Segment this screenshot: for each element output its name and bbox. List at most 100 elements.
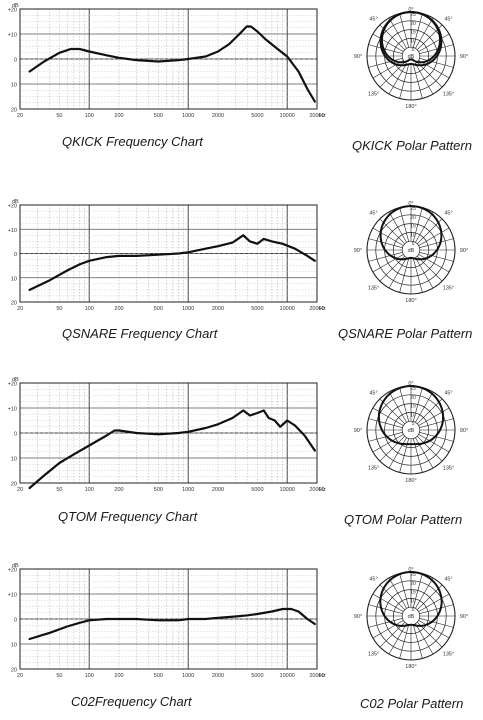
polar-spoke bbox=[418, 620, 450, 639]
y-tick-label: 20 bbox=[11, 301, 17, 307]
polar-radial-label: 20 bbox=[410, 215, 416, 221]
polar-spoke bbox=[419, 604, 454, 615]
polar-spoke bbox=[399, 387, 410, 422]
y-tick-label: +10 bbox=[8, 228, 17, 234]
polar-angle-label: 45° bbox=[369, 577, 377, 583]
polar-spoke bbox=[368, 617, 403, 628]
polar-radial-label: 5 bbox=[412, 421, 415, 427]
polar-angle-label: 135° bbox=[443, 285, 454, 291]
polar-spoke bbox=[418, 254, 450, 273]
polar-radial-label: 5 bbox=[412, 607, 415, 613]
qkick-polar-pattern-title: QKICK Polar Pattern bbox=[352, 138, 472, 153]
polar-spoke bbox=[372, 227, 404, 246]
y-tick-label: +20 bbox=[8, 568, 17, 574]
x-tick-label: 50 bbox=[56, 113, 62, 119]
polar-spoke bbox=[418, 60, 450, 79]
polar-radial-label: 20 bbox=[410, 581, 416, 587]
polar-spoke bbox=[417, 62, 443, 88]
x-tick-label: 10000 bbox=[280, 487, 295, 493]
y-tick-label: 0 bbox=[14, 58, 17, 64]
y-tick-label: +10 bbox=[8, 407, 17, 413]
x-tick-label: 10000 bbox=[280, 113, 295, 119]
polar-angle-label: 135° bbox=[368, 465, 379, 471]
response-curve bbox=[28, 234, 316, 291]
polar-angle-label: 180° bbox=[405, 478, 416, 484]
x-tick-label: 500 bbox=[154, 306, 163, 312]
polar-spoke bbox=[379, 256, 405, 282]
x-tick-label: 20000 bbox=[309, 306, 324, 312]
polar-radial-label: 20 bbox=[410, 21, 416, 27]
polar-angle-label: 135° bbox=[368, 91, 379, 97]
polar-spoke bbox=[368, 251, 403, 262]
polar-angle-label: 90° bbox=[460, 54, 468, 60]
plot-frame bbox=[19, 382, 318, 484]
y-tick-label: 10 bbox=[11, 643, 17, 649]
polar-spoke bbox=[419, 431, 454, 442]
polar-angle-label: 90° bbox=[460, 248, 468, 254]
y-tick-label: 10 bbox=[11, 276, 17, 282]
x-tick-label: 50 bbox=[56, 306, 62, 312]
polar-unit-label: dB bbox=[408, 248, 415, 254]
x-tick-label: 100 bbox=[85, 487, 94, 493]
x-tick-label: 500 bbox=[154, 113, 163, 119]
polar-spoke bbox=[368, 418, 403, 429]
y-tick-label: +20 bbox=[8, 382, 17, 388]
polar-spoke bbox=[415, 17, 434, 49]
polar-spoke bbox=[412, 13, 423, 48]
polar-spoke bbox=[388, 391, 407, 423]
polar-spoke bbox=[417, 398, 443, 424]
polar-spoke bbox=[415, 437, 434, 469]
polar-radial-label: 20 bbox=[410, 395, 416, 401]
polar-spoke bbox=[372, 60, 404, 79]
polar-spoke bbox=[417, 436, 443, 462]
x-tick-label: 200 bbox=[114, 673, 123, 679]
x-tick-label: 2000 bbox=[212, 113, 224, 119]
polar-spoke bbox=[419, 57, 454, 68]
polar-spoke bbox=[415, 257, 434, 289]
y-tick-label: +10 bbox=[8, 33, 17, 39]
polar-radial-label: 5 bbox=[412, 241, 415, 247]
polar-spoke bbox=[418, 227, 450, 246]
x-tick-label: 100 bbox=[85, 673, 94, 679]
polar-spoke bbox=[399, 207, 410, 242]
y-tick-label: +10 bbox=[8, 593, 17, 599]
polar-spoke bbox=[415, 63, 434, 95]
polar-spoke bbox=[379, 62, 405, 88]
polar-angle-label: 45° bbox=[444, 211, 452, 217]
polar-spoke bbox=[368, 238, 403, 249]
x-axis-unit-label: Hz bbox=[319, 113, 326, 119]
x-tick-label: 20000 bbox=[309, 673, 324, 679]
x-axis-unit-label: Hz bbox=[319, 487, 326, 493]
polar-angle-label: 135° bbox=[368, 651, 379, 657]
y-tick-label: 0 bbox=[14, 432, 17, 438]
polar-spoke bbox=[412, 64, 423, 99]
x-tick-label: 20 bbox=[17, 487, 23, 493]
x-tick-label: 100 bbox=[85, 306, 94, 312]
qsnare-polar-pattern-title: QSNARE Polar Pattern bbox=[338, 326, 473, 341]
x-tick-label: 500 bbox=[154, 673, 163, 679]
x-axis-unit-label: Hz bbox=[319, 306, 326, 312]
polar-pattern-curve bbox=[380, 10, 442, 64]
polar-angle-label: 90° bbox=[354, 614, 362, 620]
polar-spoke bbox=[419, 238, 454, 249]
polar-radial-label: 25 bbox=[410, 12, 416, 18]
polar-angle-label: 135° bbox=[368, 285, 379, 291]
y-tick-label: 0 bbox=[14, 252, 17, 258]
polar-pattern-curve bbox=[379, 204, 443, 261]
x-tick-label: 5000 bbox=[251, 487, 263, 493]
polar-chart: 0° 45° 90° 135° 180° 135° 90° 45° 5 10 15 20 25 dB bbox=[354, 381, 468, 484]
frequency-chart: +20 +10 0 10 20 dB 20 50 100 200 500 1000 2000 5000 10… bbox=[8, 3, 326, 119]
polar-unit-label: dB bbox=[408, 54, 415, 60]
x-tick-label: 10000 bbox=[280, 673, 295, 679]
polar-spoke bbox=[399, 64, 410, 99]
plot-frame bbox=[19, 568, 318, 670]
qsnare-frequency-chart-title: QSNARE Frequency Chart bbox=[62, 326, 218, 341]
y-tick-label: 0 bbox=[14, 618, 17, 624]
polar-radial-label: 15 bbox=[410, 590, 416, 596]
polar-spoke bbox=[412, 387, 423, 422]
x-tick-label: 1000 bbox=[182, 113, 194, 119]
x-tick-label: 1000 bbox=[182, 487, 194, 493]
polar-spoke bbox=[418, 33, 450, 52]
polar-angle-label: 180° bbox=[405, 664, 416, 670]
